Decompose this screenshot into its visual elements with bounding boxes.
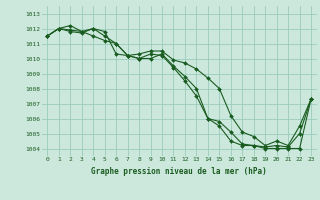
X-axis label: Graphe pression niveau de la mer (hPa): Graphe pression niveau de la mer (hPa) (91, 167, 267, 176)
